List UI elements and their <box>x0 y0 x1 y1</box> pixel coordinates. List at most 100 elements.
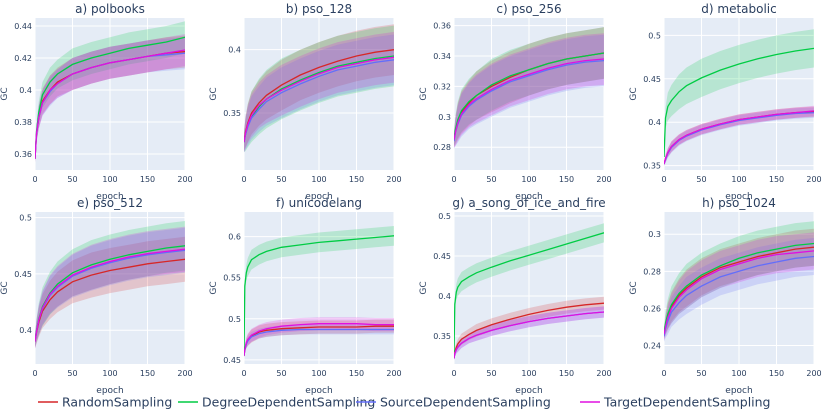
band-SourceDependentSampling <box>35 37 185 163</box>
x-tick-label: 200 <box>177 369 192 378</box>
subplot-1: 0 50 100 150 200 0.36 0.38 0.4 0.42 0.44 a) polboo… <box>0 2 193 202</box>
x-axis-label: epoch <box>305 192 332 202</box>
y-tick-label: 0.55 <box>223 274 241 283</box>
subplot-title: h) pso_1024 <box>702 196 776 210</box>
x-tick-label: 150 <box>140 369 155 378</box>
y-tick-label: 0.32 <box>433 82 451 91</box>
x-tick-label: 50 <box>67 175 77 184</box>
x-tick-label: 100 <box>311 175 326 184</box>
band-TargetDependentSampling <box>664 232 814 340</box>
subplot-title: a) polbooks <box>75 2 145 16</box>
y-tick-label: 0.35 <box>433 332 451 341</box>
y-tick-label: 0.34 <box>433 52 451 61</box>
line-DegreeDependentSampling <box>664 242 814 333</box>
legend-item-RandomSampling[interactable]: RandomSampling <box>38 395 172 410</box>
y-tick-label: 0.4 <box>19 86 32 95</box>
x-tick-label: 50 <box>696 175 706 184</box>
x-tick-label: 50 <box>486 369 496 378</box>
series-layer <box>244 226 394 358</box>
x-axis-label: epoch <box>305 386 332 396</box>
y-axis-label: GC <box>629 87 639 100</box>
band-DegreeDependentSampling <box>35 221 185 348</box>
x-tick-label: 50 <box>696 369 706 378</box>
y-tick-label: 0.5 <box>19 214 32 223</box>
subplot-title: g) a_song_of_ice_and_fire <box>452 196 605 210</box>
x-axis-label: epoch <box>96 192 123 202</box>
line-TargetDependentSampling <box>664 110 814 165</box>
legend-item-DegreeDependentSampling[interactable]: DegreeDependentSampling <box>178 395 375 410</box>
band-DegreeDependentSampling <box>244 25 394 153</box>
y-axis-label: GC <box>209 87 219 100</box>
y-axis-label: GC <box>0 281 10 294</box>
x-tick-label: 100 <box>102 369 117 378</box>
band-RandomSampling <box>35 35 185 162</box>
x-tick-label: 100 <box>731 369 746 378</box>
x-tick-label: 150 <box>559 369 574 378</box>
x-tick-label: 200 <box>386 175 401 184</box>
line-TargetDependentSampling <box>244 323 394 356</box>
x-tick-label: 100 <box>521 175 536 184</box>
band-DegreeDependentSampling <box>454 223 604 355</box>
x-tick-label: 200 <box>177 175 192 184</box>
subplot-4: 0 50 100 150 200 0.35 0.4 0.45 0.5 d) metabolic ep… <box>629 2 822 202</box>
x-tick-label: 100 <box>521 369 536 378</box>
subplot-7: 0 50 100 150 200 0.35 0.4 0.45 0.5g) a_song_of_i… <box>419 196 612 396</box>
y-tick-label: 0.5 <box>648 31 661 40</box>
subplot-title: c) pso_256 <box>496 2 561 16</box>
series-layer <box>664 29 814 166</box>
y-tick-label: 0.24 <box>643 341 661 350</box>
x-axis-label: epoch <box>515 192 542 202</box>
legend-label: RandomSampling <box>62 395 172 410</box>
subplot-title: e) pso_512 <box>77 196 143 210</box>
x-tick-label: 150 <box>769 175 784 184</box>
band-SourceDependentSampling <box>664 238 814 342</box>
series-layer <box>454 223 604 360</box>
line-TargetDependentSampling <box>35 49 185 159</box>
x-tick-label: 50 <box>486 175 496 184</box>
y-tick-label: 0.42 <box>14 54 32 63</box>
y-tick-label: 0.45 <box>14 270 32 279</box>
subplot-8: 0 50 100 150 200 0.24 0.26 0.28 0.3 h) pso_1024ep… <box>629 196 822 396</box>
legend-item-TargetDependentSampling[interactable]: TargetDependentSampling <box>580 395 771 410</box>
x-tick-label: 0 <box>661 175 666 184</box>
band-RandomSampling <box>35 236 185 349</box>
subplot-title: d) metabolic <box>701 2 776 16</box>
y-axis-label: GC <box>629 281 639 294</box>
x-axis-label: epoch <box>96 386 123 396</box>
x-tick-label: 100 <box>731 175 746 184</box>
y-tick-label: 0.44 <box>14 22 32 31</box>
legend-label: DegreeDependentSampling <box>202 395 375 410</box>
line-DegreeDependentSampling <box>35 36 185 158</box>
x-tick-label: 200 <box>596 175 611 184</box>
band-DegreeDependentSampling <box>664 221 814 338</box>
y-tick-label: 0.45 <box>223 356 241 365</box>
y-tick-label: 0.3 <box>438 113 451 122</box>
line-DegreeDependentSampling <box>244 235 394 354</box>
y-tick-label: 0.26 <box>643 304 661 313</box>
y-tick-label: 0.45 <box>433 252 451 261</box>
y-tick-label: 0.3 <box>648 230 661 239</box>
subplot-6: 0 50 100 150 200 0.45 0.5 0.55 0.6 f) unicodelang… <box>209 196 402 396</box>
y-tick-label: 0.4 <box>438 292 451 301</box>
x-tick-label: 0 <box>241 369 246 378</box>
band-SourceDependentSampling <box>244 324 394 358</box>
x-tick-label: 200 <box>806 175 821 184</box>
band-TargetDependentSampling <box>35 34 185 162</box>
y-tick-label: 0.36 <box>14 150 32 159</box>
y-tick-label: 0.5 <box>438 212 451 221</box>
legend-item-SourceDependentSampling[interactable]: SourceDependentSampling <box>356 395 551 410</box>
y-tick-label: 0.36 <box>433 22 451 31</box>
band-RandomSampling <box>664 228 814 340</box>
x-tick-label: 150 <box>349 369 364 378</box>
legend-label: TargetDependentSampling <box>603 395 771 410</box>
band-RandomSampling <box>454 27 604 148</box>
y-tick-label: 0.45 <box>643 75 661 84</box>
line-TargetDependentSampling <box>244 56 394 143</box>
x-axis-label: epoch <box>725 386 752 396</box>
y-axis-label: GC <box>209 281 219 294</box>
subplot-title: b) pso_128 <box>286 2 352 16</box>
line-DegreeDependentSampling <box>664 47 814 158</box>
x-tick-label: 100 <box>102 175 117 184</box>
